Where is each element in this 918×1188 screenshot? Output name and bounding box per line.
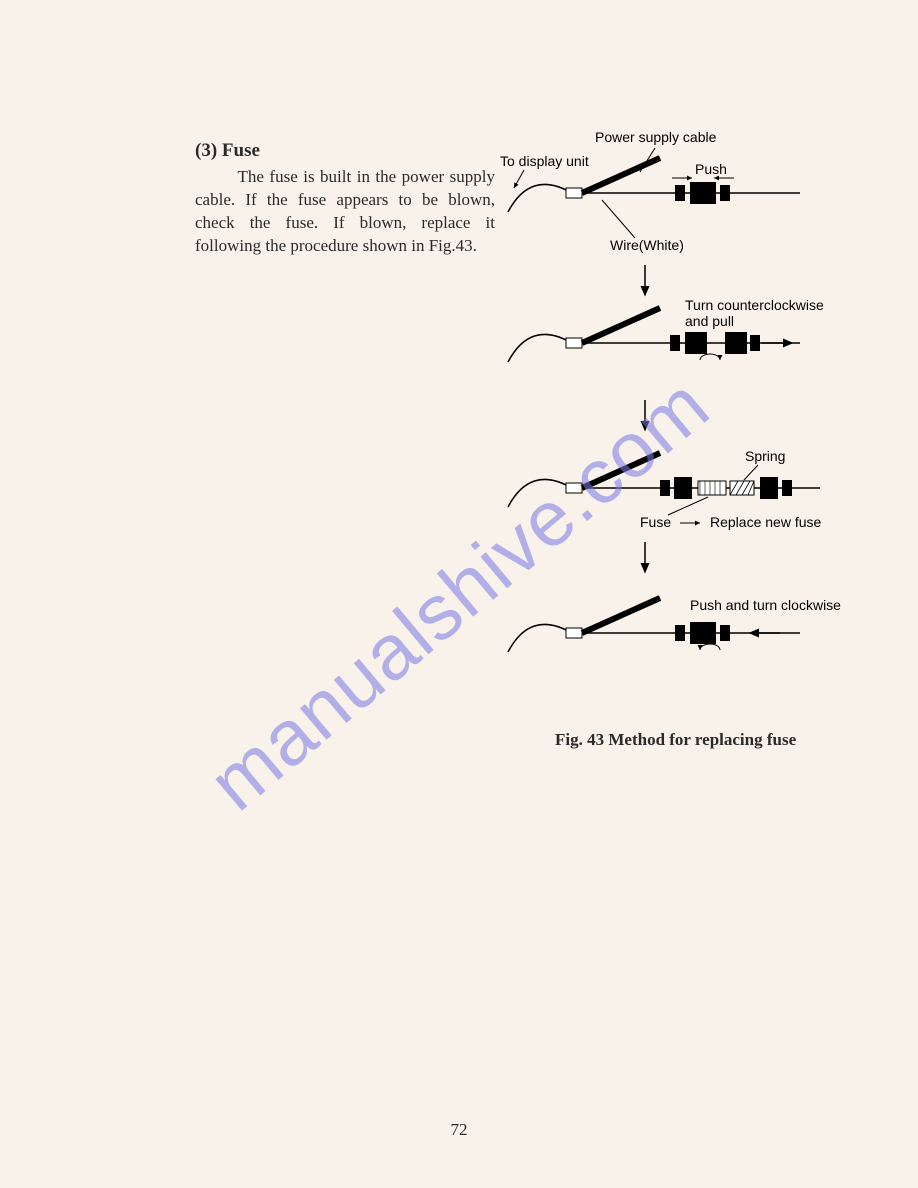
diagram-step-2: Turn counterclockwise and pull [508,297,824,362]
figure-caption: Fig. 43 Method for replacing fuse [555,730,796,750]
fuse-diagram: Power supply cable To display unit Push [500,130,870,710]
label-fuse: Fuse [640,514,671,530]
label-wire-white: Wire(White) [610,237,684,253]
section-paragraph: The fuse is built in the power supply ca… [195,166,495,258]
page: (3) Fuse The fuse is built in the power … [0,0,918,1188]
section-heading: (3) Fuse [195,140,495,162]
label-spring: Spring [745,448,785,464]
diagram-step-3: Spring Fuse Replace new fuse [508,448,822,530]
label-power-cable: Power supply cable [595,130,717,145]
label-turn-ccw-1: Turn counterclockwise [685,297,824,313]
section-title: Fuse [222,140,260,161]
page-number: 72 [0,1120,918,1140]
section-number: (3) [195,140,217,161]
label-replace-new-fuse: Replace new fuse [710,514,822,530]
label-turn-ccw-2: and pull [685,313,734,329]
label-push: Push [695,161,727,177]
diagram-step-1: Power supply cable To display unit Push [500,130,800,253]
label-to-display: To display unit [500,153,589,169]
diagram-step-4: Push and turn clockwise [508,597,841,652]
label-push-turn-cw: Push and turn clockwise [690,597,841,613]
text-column: (3) Fuse The fuse is built in the power … [195,140,495,258]
